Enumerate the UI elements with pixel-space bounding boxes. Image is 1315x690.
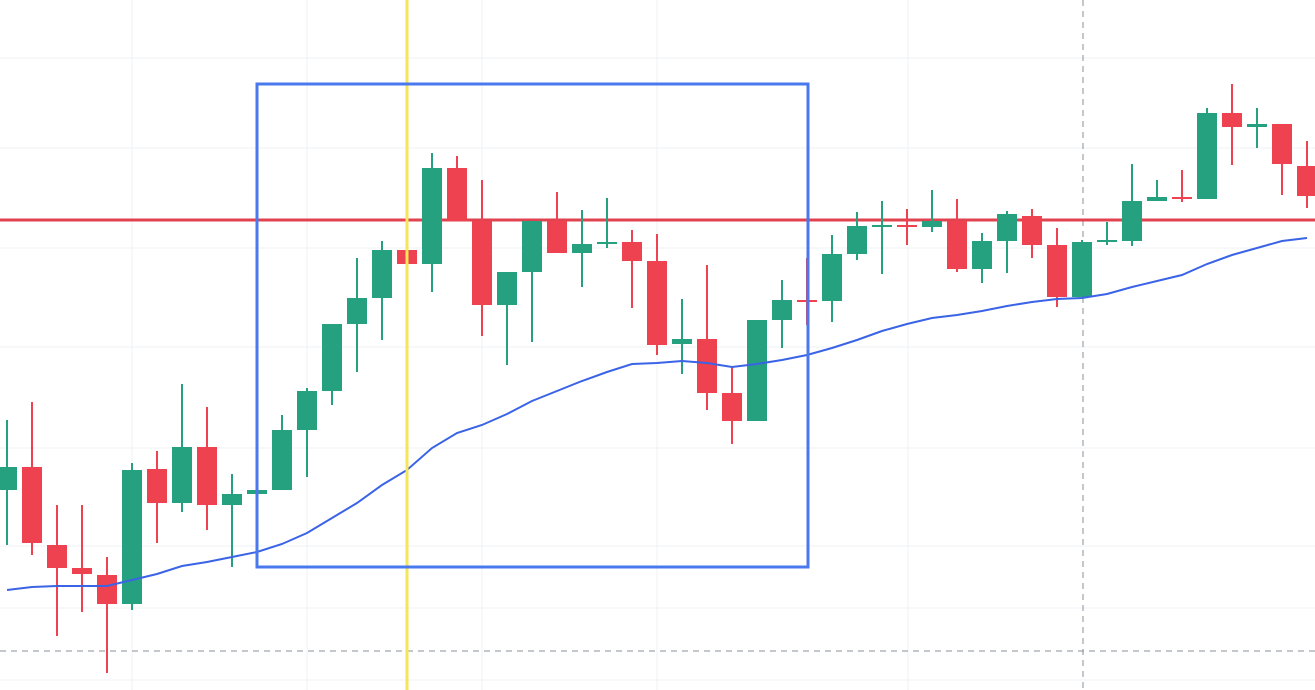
candle-body bbox=[1072, 242, 1092, 297]
candle-body bbox=[772, 300, 792, 320]
candle-body bbox=[597, 242, 617, 244]
candle-body bbox=[422, 168, 442, 264]
candle-body bbox=[997, 214, 1017, 241]
candle-body bbox=[872, 225, 892, 227]
candle-body bbox=[172, 447, 192, 503]
candle-body bbox=[1122, 201, 1142, 241]
moving-average bbox=[6, 237, 1308, 591]
candle-body bbox=[347, 298, 367, 324]
candle-body bbox=[647, 261, 667, 345]
candle-body bbox=[447, 168, 467, 221]
candle-body bbox=[897, 225, 917, 227]
candle-body bbox=[297, 391, 317, 430]
candle-body bbox=[822, 254, 842, 301]
candle-body bbox=[322, 324, 342, 391]
candle-body bbox=[572, 244, 592, 253]
candle-body bbox=[747, 320, 767, 421]
candle-body bbox=[197, 447, 217, 505]
candle-body bbox=[922, 221, 942, 227]
candle-body bbox=[1247, 124, 1267, 127]
candle-body bbox=[372, 250, 392, 298]
candle-body bbox=[222, 494, 242, 505]
candle-body bbox=[1222, 113, 1242, 127]
candle-body bbox=[472, 221, 492, 305]
candle-body bbox=[847, 226, 867, 254]
candle-body bbox=[722, 393, 742, 421]
candle-body bbox=[947, 221, 967, 269]
candle-body bbox=[272, 430, 292, 490]
candle-body bbox=[1047, 245, 1067, 297]
candle-body bbox=[22, 467, 42, 543]
candle-body bbox=[122, 470, 142, 604]
selection-box bbox=[255, 82, 810, 569]
candle-body bbox=[47, 545, 67, 568]
candle-body bbox=[1097, 240, 1117, 242]
candle-body bbox=[972, 241, 992, 269]
candle-body bbox=[1172, 197, 1192, 199]
candle-body bbox=[1297, 166, 1315, 196]
candle-body bbox=[97, 575, 117, 604]
candle-body bbox=[622, 242, 642, 261]
candle-body bbox=[547, 221, 567, 253]
candle-body bbox=[147, 469, 167, 503]
plot bbox=[0, 84, 1315, 673]
candle-body bbox=[0, 467, 17, 490]
candle-body bbox=[522, 221, 542, 272]
candle-body bbox=[1022, 216, 1042, 245]
candle-body bbox=[72, 568, 92, 574]
candle-body bbox=[1197, 113, 1217, 199]
candle-body bbox=[1147, 197, 1167, 201]
candle-body bbox=[497, 272, 517, 305]
candle-body bbox=[1272, 124, 1292, 164]
candle-body bbox=[672, 339, 692, 344]
candle-body bbox=[697, 339, 717, 393]
